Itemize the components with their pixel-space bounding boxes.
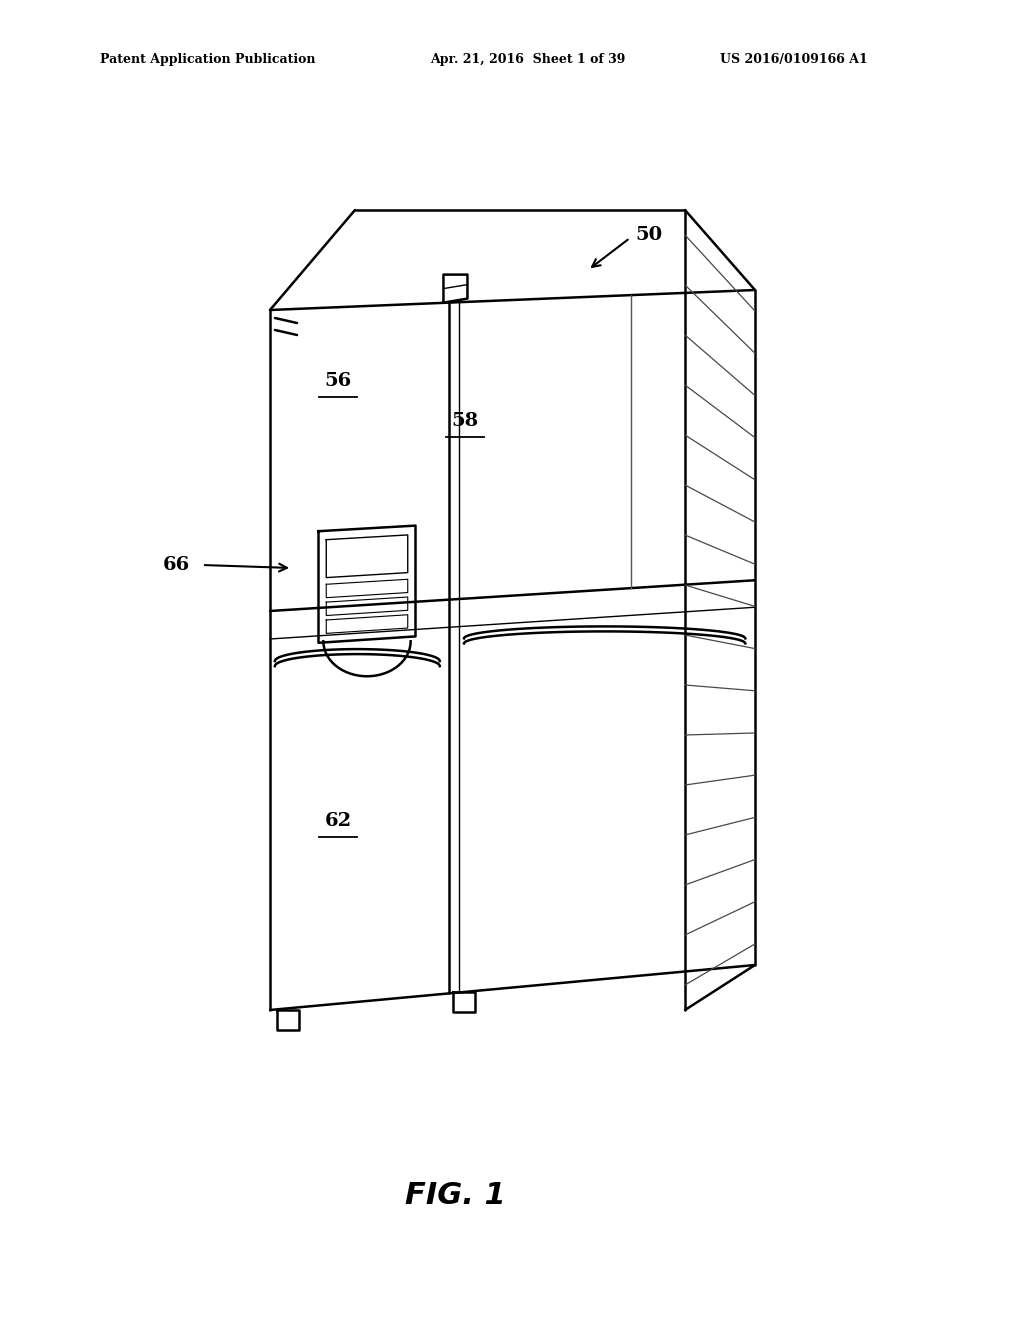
Text: 58: 58	[452, 412, 478, 430]
Text: Apr. 21, 2016  Sheet 1 of 39: Apr. 21, 2016 Sheet 1 of 39	[430, 54, 626, 66]
Text: 56: 56	[325, 372, 351, 389]
Text: Patent Application Publication: Patent Application Publication	[100, 54, 315, 66]
Text: 62: 62	[325, 812, 351, 830]
Text: 66: 66	[163, 556, 190, 574]
Text: 50: 50	[635, 226, 663, 244]
Text: US 2016/0109166 A1: US 2016/0109166 A1	[720, 54, 867, 66]
Text: FIG. 1: FIG. 1	[404, 1180, 506, 1209]
